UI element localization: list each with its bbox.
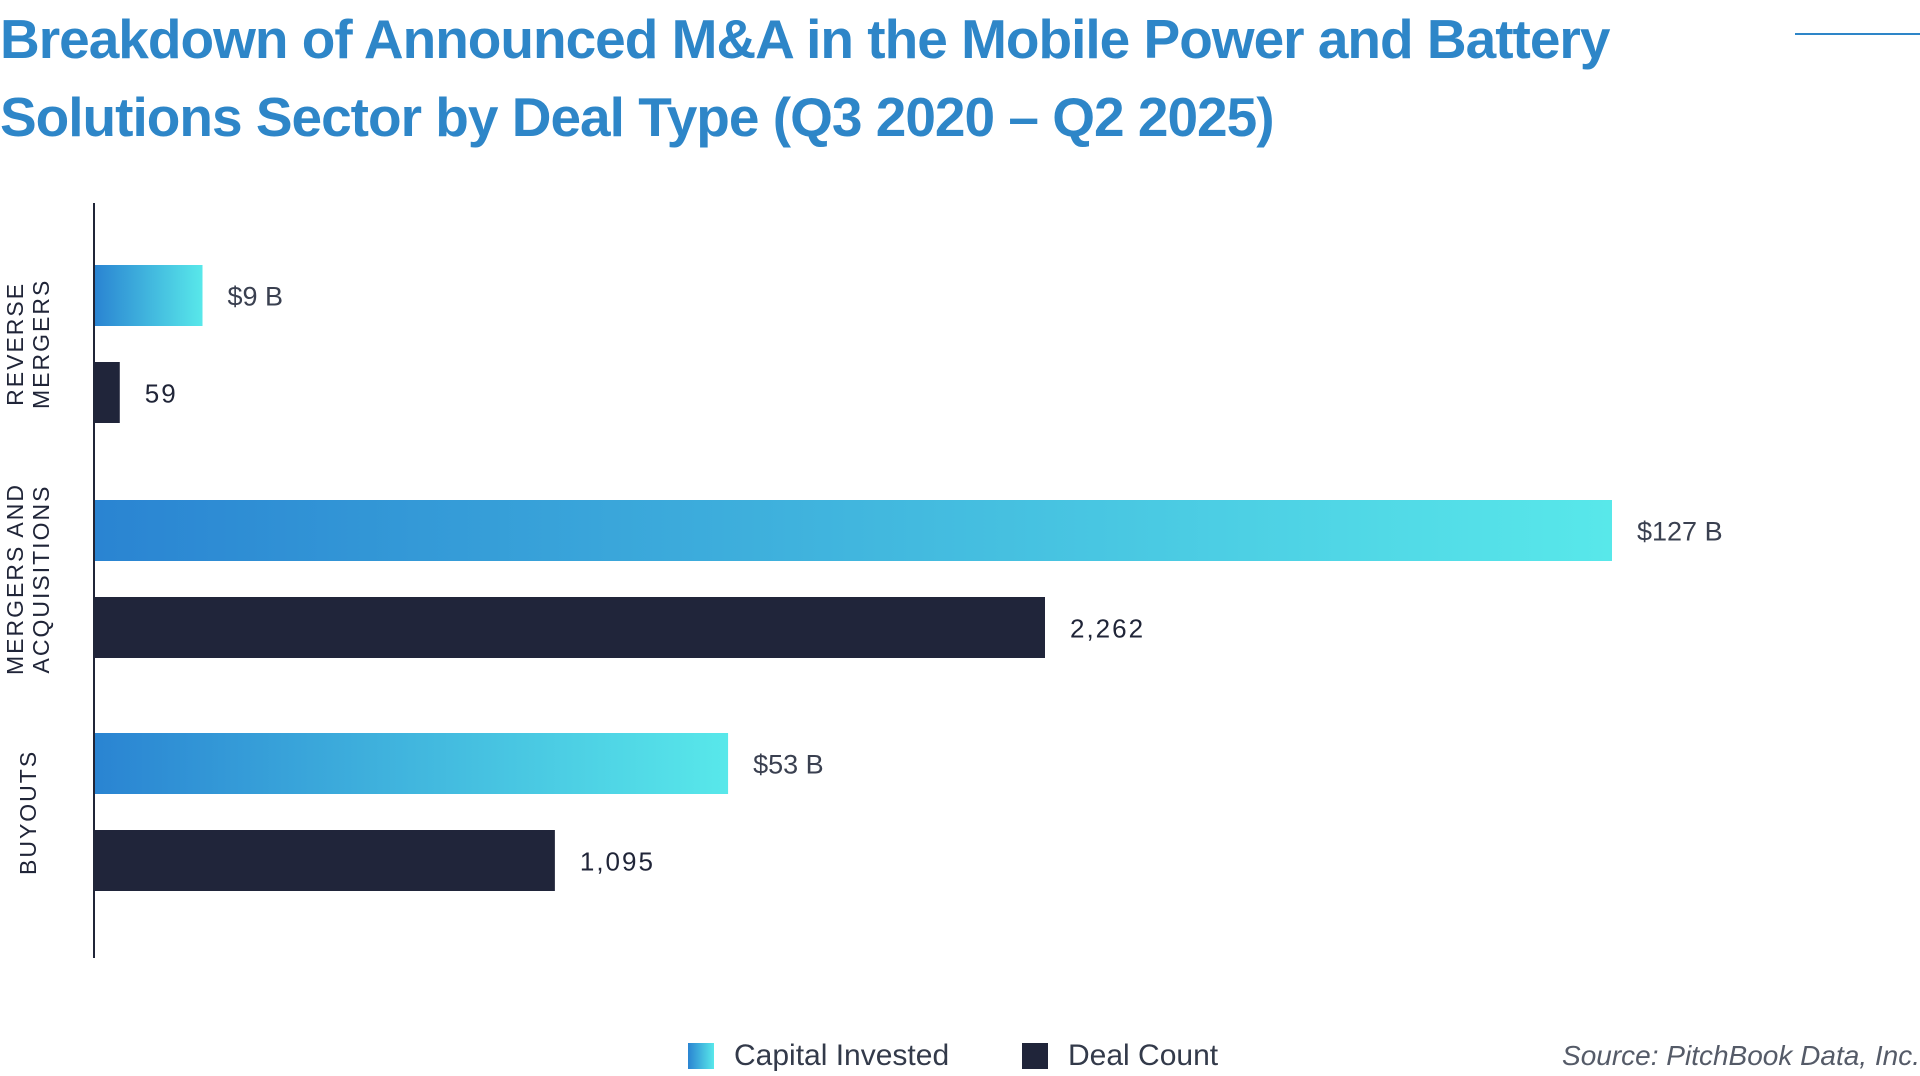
- bar-capital-buyouts: [95, 733, 729, 794]
- bar-deal-count-buyouts: [95, 830, 555, 891]
- category-label-reverse-mergers: REVERSE MERGERS: [2, 278, 54, 409]
- title-rule: [1795, 33, 1920, 35]
- bar-deal-count-mergers-and-acquisitions: [95, 597, 1045, 658]
- label-deal-count-mergers-and-acquisitions: 2,262: [1070, 614, 1145, 644]
- legend-deal-label: Deal Count: [1068, 1039, 1219, 1072]
- label-deal-count-reverse-mergers: 59: [145, 379, 178, 409]
- chart-title: Breakdown of Announced M&A in the Mobile…: [0, 8, 1610, 148]
- category-label-mergers-and-acquisitions: MERGERS AND ACQUISITIONS: [2, 483, 54, 675]
- legend-capital-label: Capital Invested: [734, 1039, 950, 1072]
- category-label-buyouts: BUYOUTS: [15, 749, 41, 875]
- legend-item-capital: Capital Invested: [688, 1038, 949, 1074]
- deal-swatch: [1022, 1043, 1048, 1069]
- bar-chart: $9 B 59 $127 B 2,262 $53 B 1,095: [93, 203, 1723, 958]
- bar-deal-count-reverse-mergers: [95, 362, 120, 423]
- label-capital-reverse-mergers: $9 B: [228, 282, 284, 312]
- label-capital-mergers-and-acquisitions: $127 B: [1637, 517, 1723, 547]
- legend-item-deal-count: Deal Count: [1022, 1038, 1218, 1074]
- label-deal-count-buyouts: 1,095: [580, 847, 655, 877]
- bar-capital-mergers-and-acquisitions: [95, 500, 1612, 561]
- source-note: Source: PitchBook Data, Inc.: [1562, 1040, 1920, 1071]
- capital-swatch: [688, 1043, 714, 1069]
- bar-capital-reverse-mergers: [95, 265, 203, 326]
- label-capital-buyouts: $53 B: [753, 750, 824, 780]
